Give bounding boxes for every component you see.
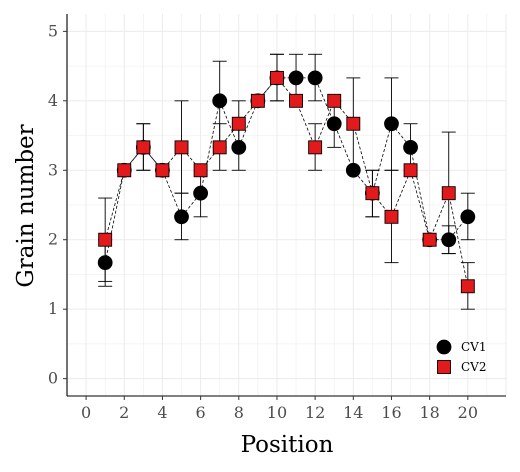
axes	[63, 14, 506, 400]
x-tick-label: 2	[119, 403, 129, 422]
data-point-cv1	[345, 162, 361, 178]
data-point-cv2	[250, 93, 265, 108]
series-lines	[104, 77, 469, 287]
x-tick-label: 16	[381, 403, 401, 422]
series-line-cv1	[104, 77, 469, 263]
data-point-cv2	[136, 140, 151, 155]
data-point-cv1	[441, 232, 457, 248]
x-tick-label: 4	[157, 403, 167, 422]
data-point-cv2	[193, 163, 208, 178]
legend-label: CV2	[461, 360, 486, 374]
data-point-cv2	[212, 140, 227, 155]
data-point-cv2	[289, 93, 303, 108]
x-tick-label: 20	[458, 403, 478, 422]
x-tick-label: 14	[343, 403, 363, 422]
data-point-cv2	[98, 232, 113, 247]
y-axis-title: Grain number	[13, 124, 39, 287]
data-point-cv1	[307, 70, 323, 86]
x-axis-title: Position	[241, 432, 334, 458]
error-bars	[98, 53, 475, 310]
data-point-cv1	[212, 93, 228, 109]
data-point-cv2	[117, 163, 132, 178]
y-tick-label: 0	[48, 369, 58, 388]
data-point-cv2	[270, 70, 284, 85]
y-tick-label: 2	[48, 230, 58, 249]
x-tick-label: 12	[305, 403, 325, 422]
legend-label: CV1	[461, 340, 486, 354]
x-tick-label: 0	[81, 403, 91, 422]
data-point-cv1	[97, 255, 113, 271]
data-point-cv1	[326, 116, 342, 132]
legend-key-cv2	[437, 360, 451, 374]
legend-entry-cv1: CV1	[436, 339, 486, 355]
data-point-cv2	[460, 279, 475, 294]
data-point-cv1	[403, 139, 418, 155]
data-point-cv1	[288, 70, 304, 86]
data-point-cv2	[308, 140, 323, 155]
legend-entry-cv2: CV2	[437, 360, 486, 374]
data-point-cv2	[384, 209, 399, 224]
series-line-cv2	[104, 77, 469, 287]
data-point-cv2	[403, 163, 418, 178]
x-tick-label: 10	[267, 403, 287, 422]
data-point-cv2	[327, 93, 342, 108]
y-tick-label: 3	[48, 160, 58, 179]
grid	[66, 14, 507, 396]
y-tick-label: 1	[48, 299, 58, 318]
y-tick-label: 4	[48, 91, 58, 110]
data-point-cv2	[174, 140, 189, 155]
data-point-cv2	[441, 186, 456, 201]
data-points	[97, 70, 476, 294]
data-point-cv2	[365, 186, 380, 201]
data-point-cv2	[231, 116, 246, 131]
data-point-cv1	[193, 185, 209, 201]
x-tick-label: 18	[419, 403, 439, 422]
legend-key-cv1	[436, 339, 452, 355]
data-point-cv1	[231, 139, 247, 155]
x-tick-label: 8	[234, 403, 244, 422]
data-point-cv2	[422, 232, 437, 247]
data-point-cv1	[460, 209, 476, 225]
data-point-cv2	[155, 163, 170, 178]
data-point-cv2	[346, 116, 361, 131]
data-point-cv1	[384, 116, 399, 132]
y-tick-label: 5	[48, 21, 58, 40]
data-point-cv1	[174, 209, 189, 225]
x-tick-label: 6	[196, 403, 206, 422]
